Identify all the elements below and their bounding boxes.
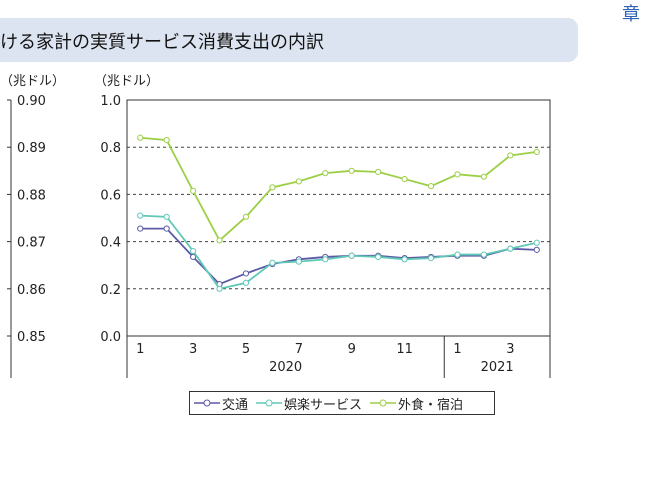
series-1-point <box>454 251 461 258</box>
series-1-point <box>375 253 382 261</box>
series-1-point <box>480 251 488 258</box>
x-tick-label: 1 <box>453 342 461 357</box>
left-panel: （兆ドル） 0.90 0.89 0.88 0.87 0.86 0.85 <box>0 74 65 378</box>
series-1-point <box>137 212 144 219</box>
y-tick-label: 0.0 <box>100 330 121 345</box>
y-tick-label: 0.2 <box>100 283 121 298</box>
series-0-point <box>189 253 197 261</box>
page-title: ける家計の実質サービス消費支出の内訳 <box>0 32 324 53</box>
series-2-point <box>480 173 488 180</box>
series-1-point <box>507 245 514 252</box>
series-line-0 <box>140 227 537 286</box>
series-2-point <box>295 178 302 185</box>
x-tick-label: 11 <box>396 342 413 357</box>
plot-frame <box>126 99 551 337</box>
series-2-point <box>401 175 408 183</box>
left-y-tick-label: 0.87 <box>17 236 46 251</box>
right-y-unit-label: （兆ドル） <box>94 74 159 89</box>
legend-swatch-entertainment <box>256 399 283 407</box>
series-2-point <box>454 171 461 178</box>
x-tick-label: 5 <box>242 342 250 357</box>
series-line-1 <box>140 214 537 290</box>
left-y-tick-label: 0.86 <box>17 283 46 298</box>
series-0-point <box>533 246 540 253</box>
chapter-mark: 章 <box>622 4 640 25</box>
series-1-point <box>216 285 223 292</box>
series-2-point <box>242 213 250 220</box>
legend-item-entertainment: 娯楽サービス <box>256 394 362 413</box>
left-y-tick-label: 0.85 <box>17 330 46 345</box>
series-2-point <box>216 237 223 244</box>
title-banner: ける家計の実質サービス消費支出の内訳 <box>0 18 578 62</box>
series-1-point <box>189 247 197 255</box>
series-2-point <box>322 170 329 177</box>
series-2-point <box>507 152 514 159</box>
series-1-point <box>401 256 408 263</box>
series-2-point <box>533 148 540 156</box>
series-1-point <box>533 239 540 246</box>
legend-swatch-dining <box>370 399 397 407</box>
x-year-label: 2020 <box>269 360 302 375</box>
y-tick-label: 1.0 <box>100 94 121 109</box>
x-tick-label: 9 <box>348 342 356 357</box>
series-1-point <box>322 256 329 263</box>
y-tick-label: 0.6 <box>100 188 121 203</box>
x-tick-label: 3 <box>506 342 514 357</box>
legend-label-dining: 外食・宿泊 <box>398 397 464 413</box>
x-tick-label: 7 <box>295 342 303 357</box>
legend-swatch-transport <box>194 399 220 407</box>
series-1-point <box>348 252 355 259</box>
y-tick-label: 0.4 <box>100 236 121 251</box>
series-1-point <box>163 213 170 220</box>
series-2-point <box>163 137 170 144</box>
series-1-point <box>269 259 276 266</box>
series-2-point <box>189 187 197 194</box>
series-2-point <box>375 168 382 176</box>
x-tick-label: 3 <box>189 342 197 357</box>
series-2-point <box>269 184 276 191</box>
series-0-point <box>242 270 250 277</box>
series-line-2 <box>140 136 537 242</box>
left-y-unit-label: （兆ドル） <box>0 74 65 89</box>
series-0-point <box>137 225 144 232</box>
series-2-point <box>348 167 355 174</box>
legend-label-transport: 交通 <box>222 397 249 413</box>
series-1-point <box>242 279 250 286</box>
series-2-point <box>137 134 144 141</box>
left-y-tick-label: 0.89 <box>17 141 46 156</box>
series-1-point <box>295 258 302 265</box>
y-tick-label: 0.8 <box>100 141 121 156</box>
x-tick-label: 1 <box>136 342 144 357</box>
series-1-point <box>427 255 435 262</box>
series-2-point <box>427 183 435 190</box>
legend-label-entertainment: 娯楽サービス <box>284 397 363 413</box>
x-year-label: 2021 <box>481 360 514 375</box>
left-y-tick-label: 0.88 <box>17 188 46 203</box>
left-y-tick-label: 0.90 <box>17 94 46 109</box>
legend-item-transport: 交通 <box>194 394 248 413</box>
legend-item-dining: 外食・宿泊 <box>370 394 463 413</box>
series-0-point <box>163 225 170 232</box>
legend: 交通 娯楽サービス 外食・宿泊 <box>189 391 495 415</box>
